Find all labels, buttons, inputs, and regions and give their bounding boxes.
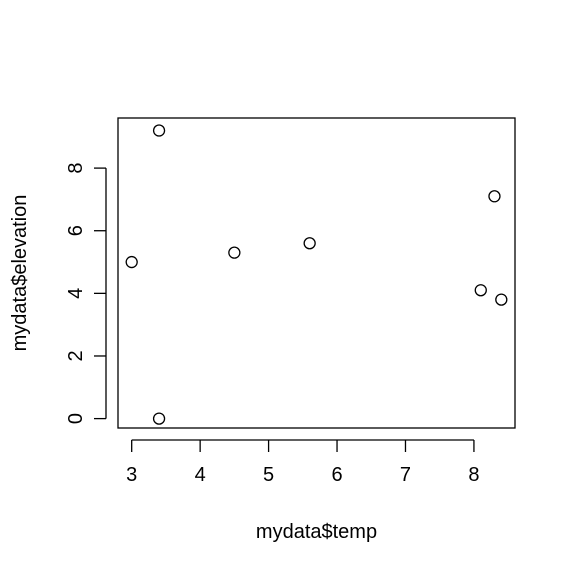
x-tick-label-8: 8	[468, 464, 479, 486]
data-point	[228, 246, 241, 259]
data-point	[152, 412, 166, 425]
y-tick-label-6: 6	[65, 225, 87, 236]
y-tick-label-2: 2	[65, 350, 87, 361]
y-tick-label-8: 8	[65, 163, 87, 174]
data-point	[488, 190, 501, 203]
x-tick-label-5: 5	[263, 464, 274, 486]
y-axis: 0 2 4 6 8	[65, 163, 107, 424]
y-tick-label-4: 4	[65, 288, 87, 299]
data-point	[303, 237, 316, 250]
plot-frame	[117, 117, 516, 429]
data-points	[125, 124, 508, 425]
y-tick-label-0: 0	[65, 413, 87, 424]
data-point	[125, 255, 138, 269]
x-tick-label-3: 3	[126, 464, 137, 486]
data-point	[474, 284, 487, 297]
x-axis: 3 4 5 6 7 8	[126, 439, 479, 486]
x-tick-label-4: 4	[195, 464, 206, 486]
data-point	[495, 293, 508, 306]
x-axis-label: mydata$temp	[256, 521, 377, 543]
x-tick-label-6: 6	[331, 464, 342, 486]
x-tick-label-7: 7	[400, 464, 411, 486]
y-axis-label: mydata$elevation	[9, 195, 31, 352]
data-point	[152, 124, 166, 137]
